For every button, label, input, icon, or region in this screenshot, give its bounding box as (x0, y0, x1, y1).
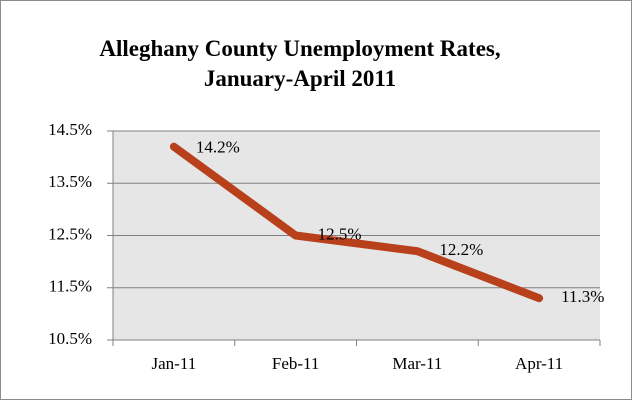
y-tick-label: 12.5% (48, 224, 92, 243)
y-tick-label: 11.5% (49, 277, 92, 296)
data-label: 12.2% (439, 240, 483, 259)
x-tick-label: Mar-11 (392, 354, 442, 373)
data-label: 14.2% (196, 138, 240, 157)
x-tick-label: Apr-11 (515, 354, 563, 373)
data-label: 12.5% (318, 224, 362, 243)
data-label: 11.3% (561, 287, 604, 306)
line (169, 142, 544, 303)
chart-title: Alleghany County Unemployment Rates, Jan… (99, 36, 501, 91)
y-tick-label: 13.5% (48, 172, 92, 191)
x-tick-label: Jan-11 (152, 354, 197, 373)
x-tick-label: Feb-11 (272, 354, 320, 373)
y-tick-label: 14.5% (48, 120, 92, 139)
y-tick-label: 10.5% (48, 329, 92, 348)
